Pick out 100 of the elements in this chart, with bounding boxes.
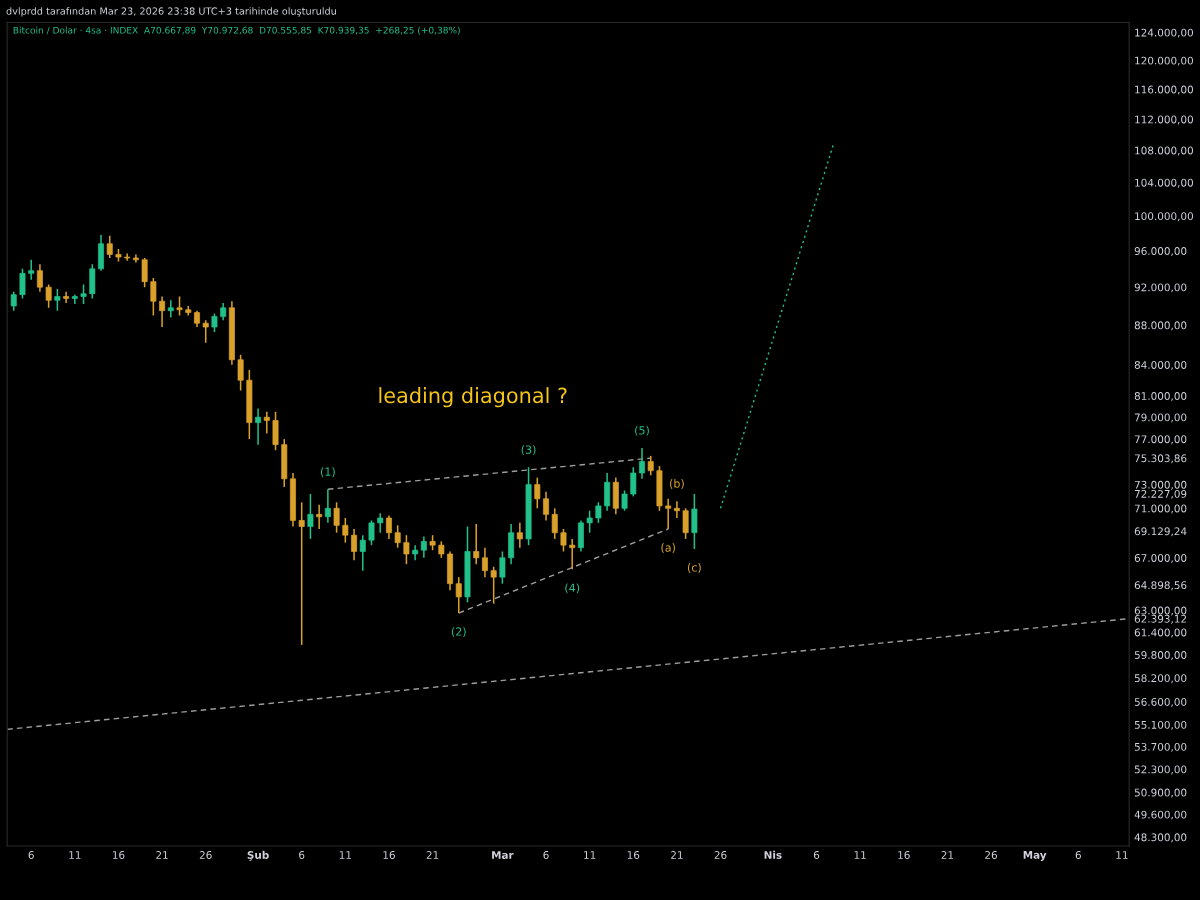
candlestick [263,411,270,435]
candlestick [569,538,576,571]
y-tick-label: 81.000,00 [1134,392,1187,402]
y-tick-label: 79.000,00 [1134,413,1187,423]
x-tick-label: 21 [156,851,168,859]
y-tick-label: 104.000,00 [1135,178,1194,188]
candlestick [394,524,401,549]
y-tick-label: 73.000,00 [1134,480,1187,490]
candlestick [80,283,87,305]
candlestick [307,493,314,540]
candlestick [45,283,52,309]
candlestick [36,263,43,293]
candlestick [377,512,384,534]
y-tick-label: 77.000,00 [1134,435,1187,445]
candlestick [534,476,541,510]
x-tick-label: 26 [985,851,998,859]
y-tick-label: 53.700,00 [1134,742,1187,752]
x-tick-label: 11 [339,851,351,859]
candlestick [621,489,628,512]
x-tick-label: May [1023,851,1047,861]
y-tick-label: 92.000,00 [1134,283,1187,293]
x-tick-label: 6 [28,851,34,859]
x-tick-label: 11 [584,851,596,859]
candlestick [639,447,645,480]
x-tick-label: Mar [492,851,514,859]
x-tick-label: 11 [69,851,81,859]
candlestick [359,534,366,572]
candlestick [682,507,689,540]
x-tick-label: 16 [383,851,395,859]
x-tick-label: 21 [426,851,439,859]
x-tick-label: Şub [247,850,269,861]
candlestick [237,353,244,392]
candlestick [630,466,637,498]
candlestick [106,235,113,259]
x-tick-label: 11 [1116,851,1128,859]
x-tick-label: 21 [671,851,683,859]
x-tick-label: Nis [764,850,782,859]
x-tick-label: 6 [813,851,820,859]
candlestick [10,291,17,312]
candlestick [316,503,323,530]
annotation: (1) [320,467,335,478]
y-tick-label: 112.000,00 [1135,115,1194,125]
candlestick [490,566,497,605]
y-tick-label: 84.000,00 [1134,361,1187,370]
x-tick-label: 6 [543,851,549,859]
x-tick-label: 16 [627,851,640,859]
chart-title: dvlprdd tarafından Mar 23, 2026 23:38 UTC+3 tarihinde oluşturuldu [6,7,336,17]
x-tick-label: 11 [854,851,866,859]
candlestick [499,550,506,585]
annotation: leading diagonal ? [379,387,567,408]
candlestick [167,299,174,319]
candlestick [19,268,26,300]
y-tick-label: 50.900,00 [1134,788,1187,798]
annotation: (4) [565,583,580,594]
x-tick-label: 21 [941,851,954,859]
annotation: (c) [687,563,701,573]
candlestick [333,501,340,534]
y-tick-label: 55.100,00 [1134,720,1187,730]
y-tick-label: 108.000,00 [1135,146,1194,156]
candlestick [141,257,148,288]
y-tick-label: 75.303,86 [1134,454,1187,464]
candlestick [551,507,558,540]
y-tick-label: 71.000,00 [1134,504,1187,514]
candlestick [324,488,331,524]
candlestick [298,501,305,646]
candlestick [665,497,672,530]
candlestick [455,576,462,614]
candlestick [604,472,611,512]
y-tick-label: 100.000,00 [1135,212,1194,222]
x-tick-label: 6 [1075,851,1081,859]
candlestick [368,519,375,546]
x-tick-label: 26 [714,851,727,859]
candlestick [255,407,262,446]
candlestick [481,546,488,578]
candlestick [647,455,654,477]
y-tick-label: 116.000,00 [1135,85,1194,95]
candlestick [420,535,427,559]
y-tick-label: 67.000,00 [1134,554,1187,563]
candlestick [473,523,480,565]
candlestick [176,295,183,317]
candlestick [385,514,392,540]
y-tick-label: 96.000,00 [1134,247,1187,257]
chart-subtitle: Bitcoin / Dolar · 4sa · INDEX A70.667,89 Y70.972,68 D70.555,85 K70.939,35 +268,25 (+0,38%) [13,26,460,35]
candlestick [543,490,549,522]
y-tick-label: 63.000,00 [1134,606,1187,616]
y-tick-label: 48.300,00 [1134,833,1187,843]
candlestick [595,501,602,524]
annotation: (2) [451,627,466,638]
candlestick [560,528,567,553]
y-tick-label: 52.300,00 [1134,765,1187,775]
candlestick [403,534,410,565]
candlestick [202,319,209,344]
annotation: (a) [661,543,675,553]
candlestick [516,522,523,549]
y-tick-label: 58.200,00 [1134,674,1187,684]
candlestick [211,312,218,333]
candlestick [342,517,349,544]
candlestick [691,493,698,550]
y-tick-label: 62.393,12 [1134,614,1187,624]
y-tick-label: 88.000,00 [1134,321,1187,331]
